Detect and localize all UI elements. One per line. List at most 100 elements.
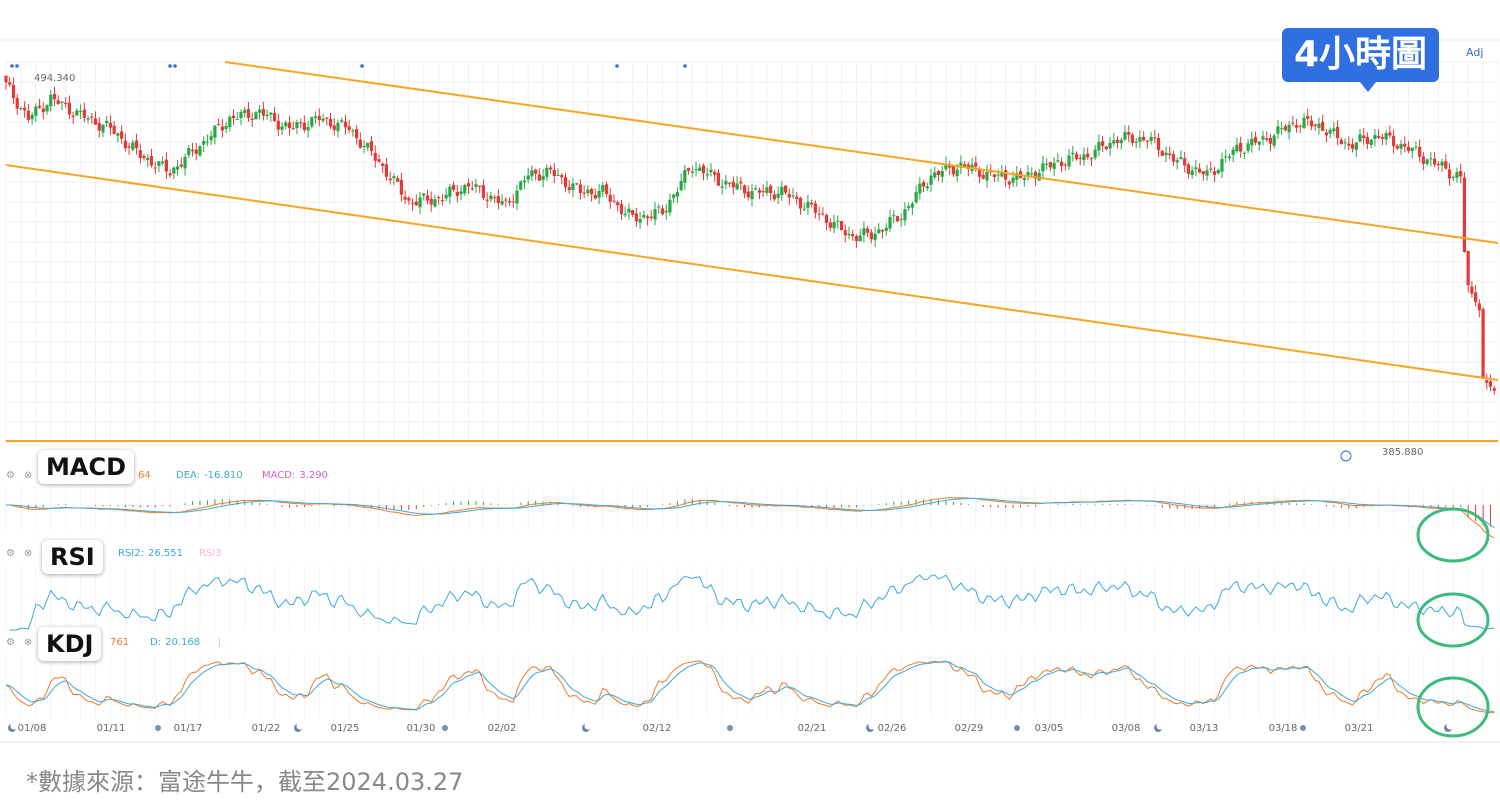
candle-body <box>593 194 597 199</box>
candle-body <box>1287 124 1291 133</box>
x-tick-label: 01/30 <box>407 723 436 734</box>
candle-body <box>470 188 474 190</box>
candle-body <box>1332 128 1336 132</box>
candle-body <box>15 97 19 109</box>
candle-body <box>1052 162 1056 169</box>
candle-body <box>1298 125 1302 127</box>
candle-body <box>899 219 903 221</box>
candle-body <box>590 189 594 195</box>
candle-body <box>1395 145 1399 149</box>
candle-body <box>1063 164 1067 166</box>
price-high-label: 494.340 <box>34 73 75 84</box>
candle-body <box>328 119 333 127</box>
candle-body <box>686 168 691 171</box>
candle-body <box>1224 156 1228 158</box>
candle-body <box>23 107 27 111</box>
candle-body <box>410 202 415 204</box>
candle-body <box>1071 152 1075 155</box>
kdj-d-label: D: 20.168 <box>150 637 200 648</box>
candle-body <box>355 129 359 139</box>
candle-body <box>71 115 75 117</box>
candle-body <box>75 110 79 116</box>
macd-settings-gear-icon[interactable]: ⚙ <box>6 470 15 481</box>
candle-body <box>675 192 679 197</box>
candle-body <box>403 196 407 200</box>
adj-toggle[interactable]: Adj <box>1466 46 1484 59</box>
candle-body <box>123 140 127 149</box>
candle-body <box>1097 141 1101 151</box>
candle-body <box>1212 171 1217 175</box>
macd-dif-line <box>5 497 1495 539</box>
candle-body <box>1429 158 1433 160</box>
candle-body <box>317 115 321 121</box>
kdj-settings-gear-icon[interactable]: ⚙ <box>6 637 15 648</box>
candle-body <box>631 210 635 215</box>
moon-icon-cutout <box>1156 722 1164 730</box>
moon-icon-cutout <box>1446 722 1454 730</box>
candle-body <box>396 178 400 182</box>
candle-body <box>1115 139 1120 143</box>
macd-close-icon[interactable]: ⊗ <box>24 470 33 481</box>
candle-body <box>82 109 86 118</box>
candle-body <box>466 183 471 187</box>
candle-body <box>683 169 687 183</box>
candle-body <box>519 181 523 190</box>
kdj-close-icon[interactable]: ⊗ <box>24 637 33 648</box>
candle-body <box>246 109 251 118</box>
candle-body <box>1369 139 1373 145</box>
candle-body <box>362 146 366 148</box>
candle-body <box>1350 144 1355 149</box>
candle-body <box>194 149 198 154</box>
candle-body <box>228 116 232 128</box>
candle-body <box>750 190 754 200</box>
event-dot <box>168 64 172 68</box>
candle-body <box>481 185 486 199</box>
candle-body <box>948 165 952 168</box>
kdj-d-line <box>5 661 1495 713</box>
sun-icon <box>727 725 733 731</box>
candle-body <box>1432 158 1437 165</box>
candle-body <box>929 175 933 185</box>
x-tick-label: 02/02 <box>488 723 517 734</box>
x-tick-label: 03/05 <box>1035 723 1064 734</box>
candle-body <box>265 114 269 117</box>
rsi2-value: 26.551 <box>148 548 183 559</box>
candle-body <box>366 142 370 148</box>
candle-body <box>414 201 418 206</box>
candle-body <box>836 220 840 222</box>
rsi-panel <box>5 566 1499 631</box>
candle-body <box>448 186 452 197</box>
candle-body <box>172 167 176 174</box>
candle-body <box>959 162 963 168</box>
candle-body <box>563 177 568 188</box>
candle-body <box>921 182 926 187</box>
source-note: *數據來源：富途牛牛，截至2024.03.27 <box>26 768 464 796</box>
candle-body <box>664 210 668 213</box>
candle-body <box>4 75 8 83</box>
candle-body <box>269 112 273 115</box>
sun-icon <box>442 725 448 731</box>
highlight-circle <box>1416 676 1490 738</box>
candle-body <box>325 117 329 119</box>
candle-body <box>556 174 560 176</box>
candle-body <box>709 169 713 173</box>
candle-body <box>1231 149 1235 155</box>
candle-body <box>940 171 944 177</box>
candle-body <box>1242 152 1246 154</box>
candle-body <box>963 164 967 167</box>
candle-body <box>1268 137 1273 144</box>
candle-body <box>511 201 515 203</box>
candle-body <box>64 102 68 104</box>
candle-body <box>903 209 907 221</box>
rsi2-label: RSI2: 26.551 <box>118 548 183 559</box>
candle-body <box>1481 308 1485 379</box>
candle-body <box>299 122 303 124</box>
candle-body <box>1261 136 1265 140</box>
candle-body <box>1477 303 1481 311</box>
candle-body <box>1339 139 1343 145</box>
candle-body <box>399 179 403 195</box>
candle-body <box>134 140 139 149</box>
rsi-settings-gear-icon[interactable]: ⚙ <box>6 548 15 559</box>
candle-body <box>858 235 862 242</box>
rsi-close-icon[interactable]: ⊗ <box>24 548 33 559</box>
